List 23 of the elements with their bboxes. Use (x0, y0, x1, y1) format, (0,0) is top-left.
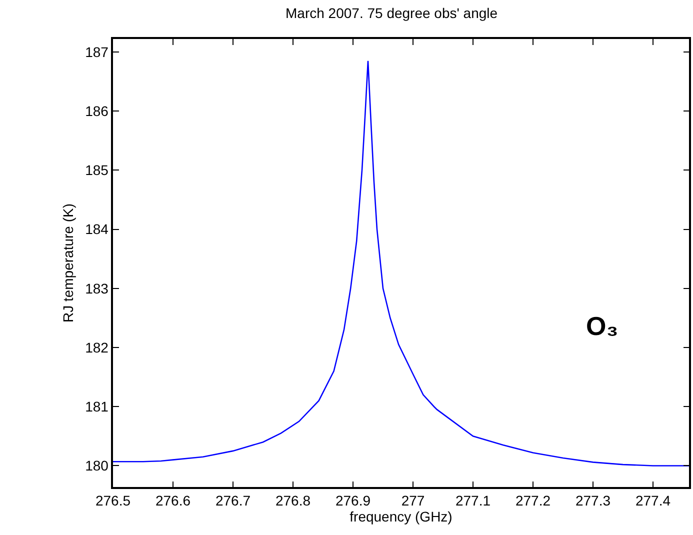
x-axis-title: frequency (GHz) (350, 508, 452, 525)
x-tick-label: 276.9 (335, 492, 371, 509)
x-tick-label: 277 (401, 492, 425, 509)
y-tick-label: 180 (85, 458, 109, 474)
y-tick-label: 186 (85, 103, 109, 120)
y-tick-label: 187 (85, 44, 109, 60)
y-tick-label: 181 (85, 398, 109, 415)
x-tick-label: 276.7 (215, 492, 251, 509)
y-axis-title: RJ temperature (K) (60, 203, 76, 323)
chart-title: March 2007. 75 degree obs' angle (286, 4, 498, 21)
x-tick-label: 276.6 (155, 492, 191, 509)
annotation: O₃ (586, 311, 618, 341)
x-tick-label: 277.3 (575, 492, 611, 509)
y-tick-label: 182 (85, 339, 109, 356)
y-tick-label: 184 (85, 221, 109, 238)
x-tick-label: 277.1 (455, 492, 491, 509)
x-tick-label: 276.5 (95, 492, 131, 509)
y-tick-label: 185 (85, 162, 109, 178)
x-tick-label: 276.8 (275, 492, 311, 509)
x-tick-label: 277.4 (635, 492, 671, 509)
y-tick-label: 183 (85, 280, 109, 296)
line-series (113, 60, 689, 466)
x-tick-label: 277.2 (515, 492, 551, 509)
